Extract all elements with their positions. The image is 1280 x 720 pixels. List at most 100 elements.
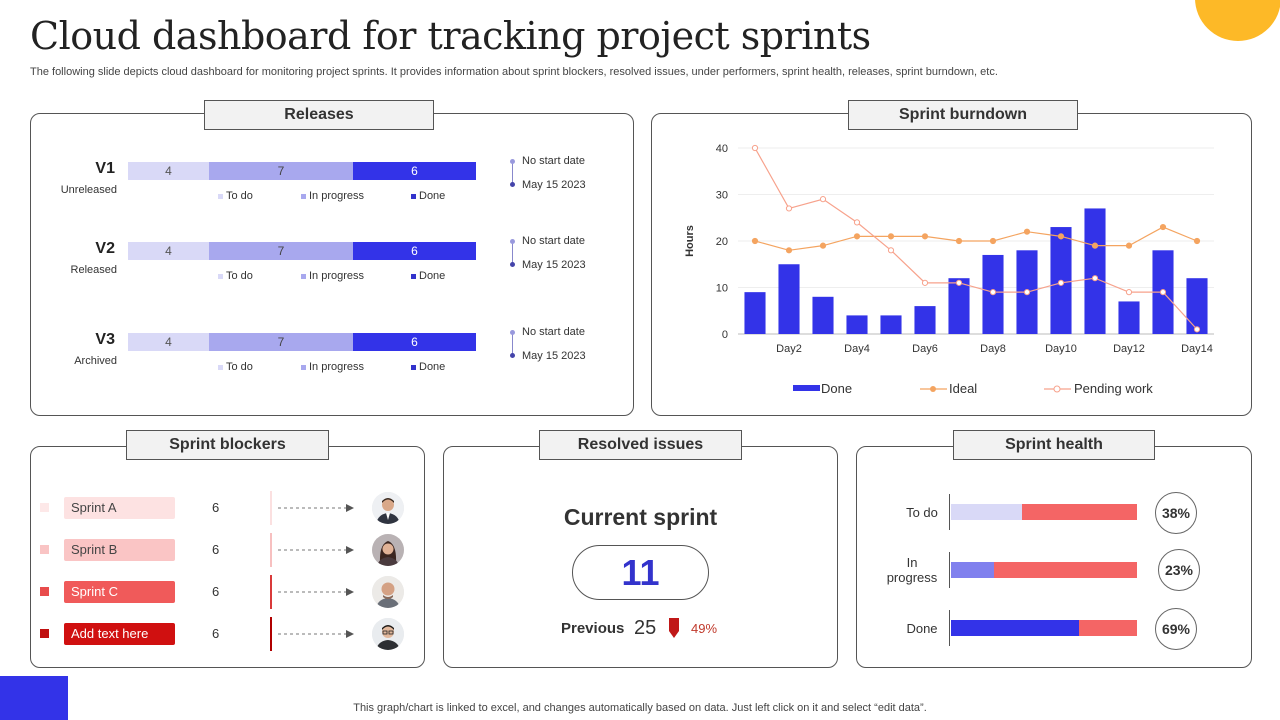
- previous-sprint-value: 25: [634, 617, 657, 639]
- sprint-health-panel-title: Sprint health: [953, 430, 1155, 460]
- health-bar: [951, 620, 1137, 636]
- legend-in-progress-label: In progress: [309, 270, 365, 282]
- sprint-blocker-row[interactable]: Add text here 6: [40, 617, 410, 651]
- blocker-divider: [270, 617, 272, 651]
- sprint-blocker-row[interactable]: Sprint A 6: [40, 491, 410, 525]
- sprint-blocker-row[interactable]: Sprint B 6: [40, 533, 410, 567]
- sprint-burndown-chart[interactable]: 0 10 20 30 40 Hours Day2 Day4 Day6 Day8 Day10 Day12…: [652, 126, 1252, 416]
- ideal-point: [1057, 233, 1065, 240]
- previous-sprint-label: Previous: [561, 620, 625, 637]
- ideal-point: [785, 247, 793, 254]
- health-bar-fill: [951, 562, 994, 578]
- legend-ideal-marker: [930, 386, 936, 392]
- ideal-line: [754, 226, 1198, 251]
- ideal-point: [989, 237, 997, 245]
- current-sprint-label: Current sprint: [563, 504, 718, 530]
- legend-todo-swatch: [218, 364, 223, 370]
- y-tick-label: 30: [716, 190, 728, 202]
- dashed-arrow-icon: [278, 588, 354, 596]
- blocker-divider: [270, 533, 272, 567]
- timeline-end-dot: [510, 262, 515, 267]
- blocker-label: Add text here: [64, 623, 175, 645]
- blocker-count: 6: [212, 500, 220, 515]
- health-label: In progress: [886, 555, 938, 585]
- timeline-end-dot: [510, 182, 515, 187]
- legend-in-progress-swatch: [301, 364, 306, 370]
- ideal-point: [853, 233, 861, 240]
- legend-done-swatch: [411, 273, 416, 279]
- timeline-start-dot: [510, 239, 515, 244]
- blocker-count: 6: [212, 626, 220, 641]
- done-bar: [1186, 278, 1208, 334]
- health-percentage: 38%: [1155, 492, 1197, 534]
- legend-todo-swatch: [218, 193, 223, 199]
- legend-todo-label: To do: [226, 190, 253, 202]
- blocker-divider: [270, 575, 272, 609]
- health-bar-remainder: [1022, 504, 1137, 520]
- release-legend: To do In progress Done: [218, 190, 471, 202]
- ideal-point: [1023, 228, 1031, 235]
- pending-work-point: [1193, 326, 1201, 333]
- release-done-segment: 6: [353, 333, 476, 351]
- done-bar: [1084, 208, 1106, 334]
- pending-work-point: [853, 219, 861, 226]
- health-axis: [949, 610, 950, 646]
- ideal-point: [1091, 242, 1099, 249]
- release-done-segment: 6: [353, 162, 476, 180]
- health-label: To do: [906, 505, 938, 520]
- pending-work-point: [1091, 275, 1099, 282]
- health-bar-remainder: [994, 562, 1137, 578]
- done-bar: [1118, 301, 1140, 334]
- done-bar: [744, 292, 766, 334]
- timeline-line: [512, 242, 513, 264]
- y-tick-label: 40: [716, 143, 728, 155]
- health-axis: [949, 494, 950, 530]
- pending-work-line: [754, 147, 1198, 330]
- x-tick-label: Day2: [776, 343, 802, 355]
- pending-work-point: [955, 279, 963, 286]
- ideal-point: [1193, 237, 1201, 245]
- legend-done-swatch: [411, 193, 416, 199]
- blocker-marker: [40, 587, 49, 596]
- timeline-line: [512, 333, 513, 355]
- health-bar: [951, 504, 1137, 520]
- legend-todo-label: To do: [226, 361, 253, 373]
- release-timeline: No start date May 15 2023: [510, 326, 610, 370]
- pending-work-point: [989, 289, 997, 296]
- pending-work-point: [1159, 289, 1167, 296]
- release-timeline: No start date May 15 2023: [510, 235, 610, 279]
- timeline-start-dot: [510, 330, 515, 335]
- blocker-divider: [270, 491, 272, 525]
- release-status: Archived: [74, 355, 117, 367]
- dashed-arrow-icon: [278, 504, 354, 512]
- pending-work-point: [751, 144, 759, 152]
- release-date: May 15 2023: [522, 179, 586, 191]
- release-todo-segment: 4: [128, 242, 209, 260]
- health-percentage: 23%: [1158, 549, 1200, 591]
- health-bar-fill: [951, 620, 1079, 636]
- done-bar: [914, 306, 936, 334]
- blocker-label: Sprint A: [64, 497, 175, 519]
- blocker-marker: [40, 545, 49, 554]
- release-start-date: No start date: [522, 235, 585, 247]
- ideal-point: [1159, 223, 1167, 231]
- legend-in-progress-label: In progress: [309, 190, 365, 202]
- y-tick-label: 20: [716, 236, 728, 248]
- health-axis: [949, 552, 950, 588]
- health-label: Done: [906, 621, 938, 636]
- done-bar: [812, 296, 834, 334]
- x-tick-label: Day8: [980, 343, 1006, 355]
- ideal-point: [887, 233, 895, 240]
- release-name: V1: [95, 160, 115, 177]
- timeline-end-dot: [510, 353, 515, 358]
- ideal-point: [921, 233, 929, 240]
- release-timeline: No start date May 15 2023: [510, 155, 610, 199]
- legend-todo-label: To do: [226, 270, 253, 282]
- blocker-count: 6: [212, 584, 220, 599]
- release-name: V2: [95, 240, 115, 257]
- releases-panel-title: Releases: [204, 100, 434, 130]
- man-glasses-avatar: [372, 618, 404, 650]
- sprint-blocker-row[interactable]: Sprint C 6: [40, 575, 410, 609]
